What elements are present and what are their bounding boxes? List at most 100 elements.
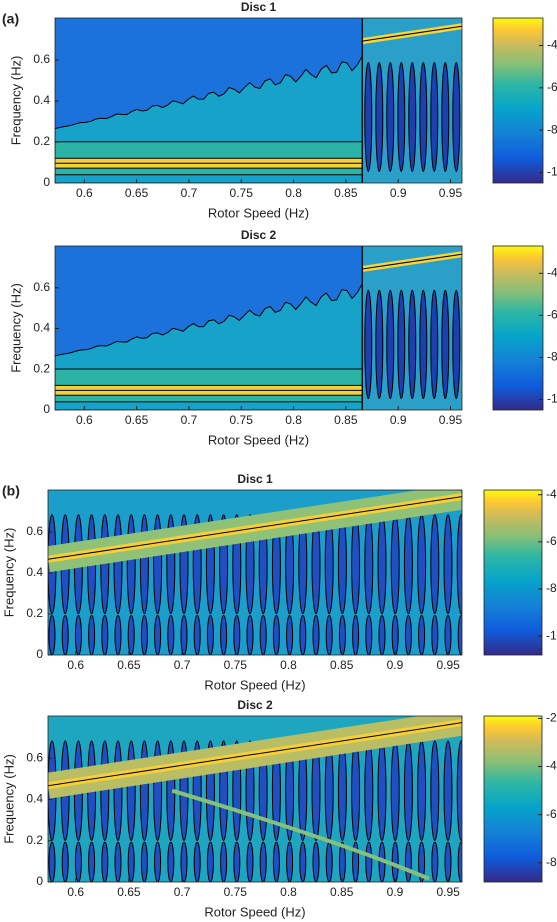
y-tick-label: 0 bbox=[36, 647, 43, 661]
contour-fill bbox=[403, 740, 413, 842]
x-tick-label: 0.8 bbox=[285, 413, 302, 427]
contour-fill bbox=[431, 614, 439, 655]
contour-fill bbox=[364, 514, 374, 615]
contour-fill bbox=[233, 614, 241, 655]
y-axis-label: Frequency (Hz) bbox=[8, 56, 23, 146]
contour-fill bbox=[127, 614, 135, 655]
y-axis-label: Frequency (Hz) bbox=[1, 528, 16, 618]
colorbar-tick-label: -40 bbox=[546, 759, 557, 773]
plot-frame bbox=[54, 17, 463, 184]
colorbar-tick-label: -80 bbox=[547, 122, 557, 136]
contour-fill bbox=[74, 841, 82, 882]
contour-fill bbox=[352, 614, 360, 655]
x-tick-label: 0.7 bbox=[174, 885, 191, 899]
contour-fill bbox=[114, 841, 122, 882]
contour-fill bbox=[206, 841, 214, 882]
colorbar-tick-label: -40 bbox=[547, 38, 557, 52]
contour-fill bbox=[154, 614, 162, 655]
contour-fill bbox=[325, 614, 333, 655]
y-tick-label: 0.4 bbox=[33, 93, 50, 107]
contour-fill bbox=[443, 740, 453, 842]
contour-fill bbox=[61, 614, 69, 655]
colorbar-tick-label: -80 bbox=[546, 855, 557, 869]
contour-fill bbox=[337, 740, 347, 842]
contour-fill bbox=[272, 841, 280, 882]
x-tick-label: 0.9 bbox=[387, 658, 404, 672]
contour-fill bbox=[220, 841, 228, 882]
y-tick-label: 0 bbox=[43, 402, 50, 416]
contour-fill bbox=[139, 740, 149, 842]
colorbar-tick-label: -100 bbox=[547, 392, 557, 406]
x-tick-label: 0.95 bbox=[439, 186, 463, 200]
x-tick-label: 0.8 bbox=[280, 658, 297, 672]
y-tick-label: 0.2 bbox=[26, 833, 43, 847]
x-tick-label: 0.6 bbox=[76, 413, 93, 427]
contour-fill bbox=[377, 740, 387, 842]
contour-fill bbox=[364, 289, 373, 400]
x-tick-label: 0.75 bbox=[230, 186, 254, 200]
x-axis-label: Rotor Speed (Hz) bbox=[208, 205, 309, 220]
contour-fill bbox=[74, 614, 82, 655]
y-tick-label: 0.4 bbox=[26, 565, 43, 579]
x-tick-label: 0.7 bbox=[181, 186, 198, 200]
y-tick-label: 0.2 bbox=[33, 134, 50, 148]
contour-fill bbox=[338, 841, 346, 882]
colorbar-tick-label: -80 bbox=[547, 350, 557, 364]
contour-fill bbox=[167, 614, 175, 655]
contour-fill bbox=[417, 514, 427, 615]
contour-fill bbox=[452, 62, 461, 172]
contour-fill bbox=[48, 841, 56, 882]
contour-line bbox=[362, 253, 462, 270]
contour-fill bbox=[246, 841, 254, 882]
contour-fill bbox=[139, 514, 149, 615]
contour-fill bbox=[312, 841, 320, 882]
contour-fill bbox=[452, 289, 461, 400]
plot-frame bbox=[47, 489, 463, 656]
colorbar bbox=[483, 715, 543, 883]
x-tick-label: 0.85 bbox=[334, 186, 358, 200]
chart-title: Disc 2 bbox=[237, 698, 273, 712]
plot-frame bbox=[54, 245, 463, 411]
y-tick-label: 0.6 bbox=[33, 280, 50, 294]
x-tick-label: 0.85 bbox=[334, 413, 358, 427]
contour-fill bbox=[430, 289, 439, 400]
colorbar-tick-label: -100 bbox=[547, 165, 557, 179]
contour-fill bbox=[193, 841, 201, 882]
contour-line bbox=[48, 722, 462, 787]
y-axis-label: Frequency (Hz) bbox=[1, 754, 16, 844]
contour-fill bbox=[430, 62, 439, 172]
x-tick-label: 0.95 bbox=[436, 658, 460, 672]
x-tick-label: 0.9 bbox=[390, 413, 407, 427]
colorbar-tick-label: -60 bbox=[546, 534, 557, 548]
colorbar-tick-label: -60 bbox=[546, 807, 557, 821]
y-tick-label: 0.2 bbox=[33, 361, 50, 375]
contour-fill bbox=[88, 614, 96, 655]
contour-fill bbox=[390, 514, 400, 615]
contour-fill bbox=[325, 841, 333, 882]
y-tick-label: 0.6 bbox=[33, 52, 50, 66]
contour-fill bbox=[456, 740, 462, 841]
contour-fill bbox=[171, 788, 430, 881]
colorbar-tick-label: -80 bbox=[546, 581, 557, 595]
colorbar bbox=[492, 17, 544, 184]
contour-fill bbox=[404, 841, 412, 882]
contour-fill bbox=[397, 62, 406, 172]
y-tick-label: 0.4 bbox=[26, 792, 43, 806]
contour-fill bbox=[61, 841, 69, 882]
contour-fill bbox=[456, 514, 462, 615]
contour-fill bbox=[180, 614, 188, 655]
contour-fill bbox=[419, 62, 428, 172]
contour-line bbox=[48, 496, 462, 560]
contour-fill bbox=[375, 62, 384, 172]
contour-fill bbox=[286, 841, 294, 882]
contour-fill bbox=[206, 614, 214, 655]
contour-fill bbox=[441, 289, 450, 400]
contour-fill bbox=[443, 514, 453, 615]
contour-fill bbox=[377, 514, 387, 615]
contour-fill bbox=[457, 614, 462, 655]
contour-fill bbox=[126, 514, 136, 615]
contour-fill bbox=[100, 740, 110, 842]
contour-fill bbox=[441, 62, 450, 172]
y-tick-label: 0 bbox=[43, 175, 50, 189]
contour-fill bbox=[391, 614, 399, 655]
